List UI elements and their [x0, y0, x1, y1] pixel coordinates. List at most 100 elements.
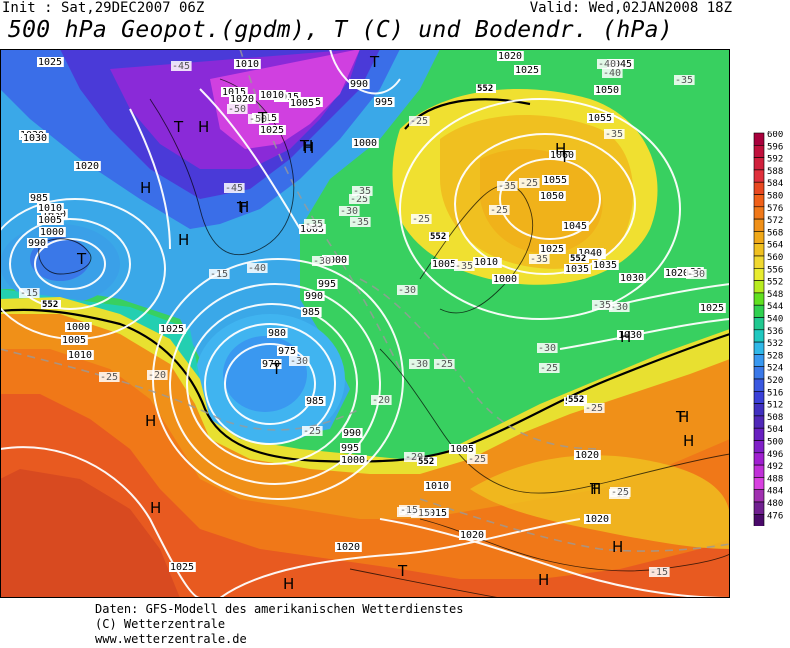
svg-text:1020: 1020 — [230, 94, 254, 105]
svg-text:552: 552 — [477, 84, 493, 94]
scale-label: 564 — [767, 241, 783, 251]
high-marker: H — [620, 328, 631, 346]
svg-text:-30: -30 — [610, 302, 628, 313]
svg-text:552: 552 — [42, 300, 58, 310]
isobar-low-1 — [224, 343, 316, 425]
svg-text:1025: 1025 — [160, 324, 184, 335]
svg-text:-30: -30 — [313, 256, 331, 267]
svg-text:1025: 1025 — [260, 125, 284, 136]
scale-swatch — [753, 132, 765, 146]
pressure-label: 980 — [267, 328, 288, 339]
low-marker: T — [271, 360, 282, 378]
temperature-label: -25 — [584, 403, 605, 414]
pressure-label: 1030 — [619, 273, 646, 284]
pressure-label: 1015 — [422, 508, 449, 519]
svg-text:1030: 1030 — [42, 209, 66, 220]
svg-text:1000: 1000 — [341, 455, 365, 466]
pressure-label: 1020 — [664, 268, 691, 279]
temperature-label: -30 — [339, 206, 360, 217]
svg-text:1055: 1055 — [543, 175, 567, 186]
temperature-label: -15 — [399, 505, 420, 516]
scale-swatch — [753, 157, 765, 171]
scale-label: 548 — [767, 290, 783, 300]
svg-text:-35: -35 — [305, 219, 323, 230]
svg-text:-35: -35 — [353, 186, 371, 197]
high-marker: H — [140, 179, 151, 197]
temperature-label: -40 — [247, 263, 268, 274]
svg-text:-30: -30 — [410, 359, 428, 370]
pressure-label: 1050 — [539, 191, 566, 202]
pressure-label: 1020 — [229, 94, 256, 105]
temperature-label: -15 — [649, 567, 670, 578]
pressure-label: 1010 — [37, 203, 64, 214]
scale-swatch — [753, 366, 765, 380]
low-marker: T — [559, 148, 570, 166]
temperature-label: -25 — [411, 214, 432, 225]
coast-iceland — [38, 238, 92, 275]
temperature-label: -30 — [312, 256, 333, 267]
svg-text:-20: -20 — [372, 395, 390, 406]
isobar-high-3 — [399, 98, 681, 320]
isobar-north-2 — [199, 88, 301, 230]
scale-label: 512 — [767, 401, 783, 411]
scale-label: 524 — [767, 364, 783, 374]
svg-text:1005: 1005 — [290, 98, 314, 109]
coast-europe — [379, 348, 730, 494]
pressure-label: 1035 — [592, 260, 619, 271]
svg-text:-25: -25 — [490, 205, 508, 216]
valid-time: Valid: Wed,02JAN2008 18Z — [529, 0, 732, 16]
temperature-label: -50 — [227, 104, 248, 115]
pressure-label: 1045 — [562, 221, 589, 232]
pressure-label: 1025 — [159, 324, 186, 335]
scale-swatch — [753, 329, 765, 343]
pressure-label: 985 — [301, 307, 322, 318]
scale-swatch — [753, 403, 765, 417]
scale-label: 488 — [767, 474, 783, 484]
scale-swatch — [753, 390, 765, 404]
temperature-label: -25 — [99, 372, 120, 383]
svg-text:-35: -35 — [530, 254, 548, 265]
credit-website: www.wetterzentrale.de — [95, 632, 247, 646]
svg-text:552: 552 — [570, 254, 586, 264]
isobar-low-2 — [204, 323, 336, 445]
temperature-label: -30 — [397, 285, 418, 296]
pressure-label: 1010 — [473, 257, 500, 268]
temperature-label: -25 — [539, 363, 560, 374]
temperature-label: -45 — [224, 183, 245, 194]
geopotential-label: 552 — [417, 457, 437, 467]
pressure-label: 990 — [349, 79, 370, 90]
color-scale: 600 596 592 588 584 580 576 572 568 564 560 556 552 5… — [753, 131, 783, 526]
svg-text:990: 990 — [28, 238, 46, 249]
svg-text:1020: 1020 — [575, 450, 599, 461]
svg-text:-15: -15 — [412, 508, 430, 519]
pressure-label: 1010 — [424, 481, 451, 492]
scale-label: 544 — [767, 302, 783, 312]
svg-text:985: 985 — [306, 396, 324, 407]
temperature-label: -25 — [610, 487, 631, 498]
svg-text:1005: 1005 — [62, 335, 86, 346]
pressure-label: 995 — [340, 443, 361, 454]
credit-data-source: Daten: GFS-Modell des amerikanischen Wet… — [95, 602, 464, 616]
high-marker: H — [238, 198, 249, 216]
svg-text:-25: -25 — [540, 363, 558, 374]
credit-copyright: (C) Wetterzentrale — [95, 617, 226, 631]
temperature-labels: -45-40-35-25-50-50-45-40-35-30-25-35-30-… — [19, 59, 707, 578]
high-marker: H — [590, 480, 601, 498]
temperature-label: -35 — [497, 181, 518, 192]
temperature-label: -45 — [171, 61, 192, 72]
svg-text:-20: -20 — [405, 452, 423, 463]
pressure-label: 1055 — [542, 175, 569, 186]
pressure-label: 1010 — [259, 90, 286, 101]
svg-text:-50: -50 — [228, 104, 246, 115]
pressure-label: 1060 — [549, 150, 576, 161]
pressure-label: 995 — [374, 97, 395, 108]
svg-text:-25: -25 — [303, 426, 321, 437]
svg-text:1020: 1020 — [460, 530, 484, 541]
geopotential-label: 552 — [41, 300, 61, 310]
svg-text:-20: -20 — [148, 370, 166, 381]
svg-text:985: 985 — [30, 193, 48, 204]
svg-text:1010: 1010 — [474, 257, 498, 268]
high-marker: H — [302, 137, 313, 155]
svg-text:1015: 1015 — [222, 87, 246, 98]
